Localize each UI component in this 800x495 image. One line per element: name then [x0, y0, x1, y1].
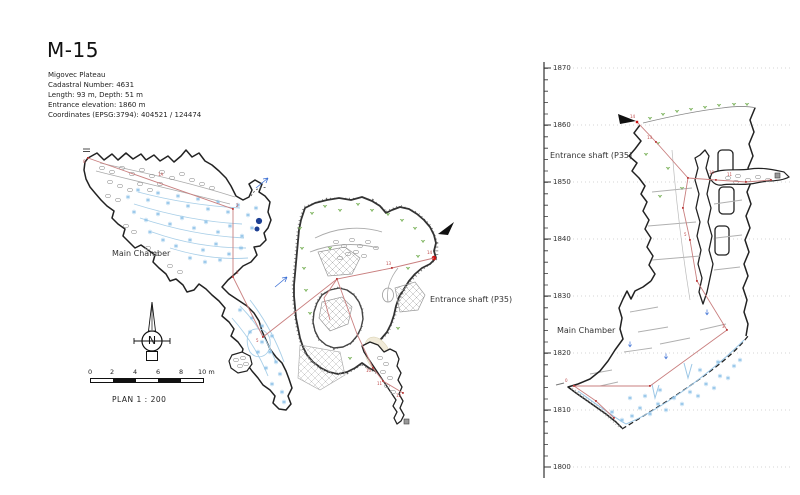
elevation-ledge-lines [589, 187, 743, 387]
elevation-continuation-box [774, 172, 781, 179]
chamber-inner-detail [95, 162, 236, 205]
axis-label-1800: 1800 [553, 463, 571, 471]
page-title: M-15 [47, 38, 99, 62]
datum-mark [83, 148, 90, 152]
scale-segment [135, 379, 159, 382]
elevation-entrance-arrow-icon [618, 114, 636, 124]
pit-oval-block [382, 287, 394, 303]
block-hatch-b [394, 281, 426, 313]
block-hatch-a [317, 246, 361, 277]
axis-label-1860: 1860 [553, 121, 571, 129]
chamber-tip-mark [555, 382, 565, 386]
elevation-gridlines [553, 67, 792, 468]
station-label: 3 [722, 324, 725, 329]
scale-segment [158, 379, 181, 382]
elevation-chamber-outline [567, 280, 652, 429]
side-alcove-outline [228, 351, 253, 374]
elevation-entrance-shaft-label: Entrance shaft (P35) [550, 151, 633, 160]
draught-arrows [255, 177, 288, 288]
station-label: 5 [256, 338, 259, 343]
shaft-window-3 [714, 225, 730, 256]
elevation-survey-stations [573, 120, 772, 419]
axis-label-1870: 1870 [553, 64, 571, 72]
station-label: 10 [709, 170, 715, 175]
axis-label-1840: 1840 [553, 235, 571, 243]
elevation-survey-lines [572, 121, 772, 419]
axis-label-1830: 1830 [553, 292, 571, 300]
metadata-coordinates: Coordinates (EPSG:3794): 404521 / 124474 [48, 111, 202, 119]
elevation-axis [543, 62, 792, 478]
scale-segment [113, 379, 136, 382]
sw-passage-outline [361, 341, 405, 425]
scale-segment [180, 379, 204, 382]
plan-view [83, 148, 454, 425]
axis-label-1820: 1820 [553, 349, 571, 357]
scale-bar [90, 378, 204, 383]
metadata-region: Migovec Plateau [48, 71, 106, 79]
elevation-main-chamber-label: Main Chamber [557, 326, 616, 335]
elevation-view [543, 62, 792, 478]
plan-scale-caption: PLAN 1 : 200 [112, 395, 167, 404]
survey-stations [87, 157, 404, 394]
metadata-length-depth: Length: 93 m, Depth: 51 m [48, 91, 143, 99]
shaft-window-2 [718, 186, 735, 215]
station-label: 0 [565, 378, 568, 383]
subpit-block-hatch [318, 296, 353, 332]
scale-tick-6: 6 [156, 368, 161, 376]
ice-dots [254, 217, 263, 232]
plan-entrance-shaft-label: Entrance shaft (P35) [430, 295, 513, 304]
main-chamber-outline [83, 149, 293, 411]
station-label: 12 [396, 393, 402, 398]
continuation-dashed [250, 186, 268, 197]
scale-tick-8: 8 [179, 368, 184, 376]
shaft-right-wall [742, 107, 756, 337]
station-label: 14 [630, 114, 636, 119]
pit-floor-hatch [297, 344, 346, 391]
metadata-entrance-elevation: Entrance elevation: 1860 m [48, 101, 146, 109]
station-label: 14 [427, 250, 433, 255]
station-label: 11 [377, 381, 383, 386]
shaft-midline [671, 149, 691, 301]
surface-line [642, 106, 757, 124]
shaft-left-wall [628, 124, 656, 282]
scale-tick-0: 0 [88, 368, 93, 376]
station-label: 13 [386, 261, 392, 266]
north-arrow [133, 301, 171, 361]
scale-tick-2: 2 [110, 368, 115, 376]
station-label: 1A [158, 172, 164, 177]
continuation-box [403, 418, 410, 425]
station-label: 3 [236, 270, 239, 275]
metadata-cadastral: Cadastral Number: 4631 [48, 81, 135, 89]
station-label: 0 [83, 159, 86, 164]
axis-label-1810: 1810 [553, 406, 571, 414]
station-label: 10 [366, 368, 372, 373]
shaft-pillar [694, 149, 714, 305]
station-label: 5 [684, 232, 687, 237]
station-label: 2 [236, 203, 239, 208]
scale-tick-10: 10 m [198, 368, 215, 376]
elevation-draught-marks [628, 309, 709, 360]
plan-main-chamber-label: Main Chamber [112, 249, 171, 258]
entrance-arrow-icon [438, 222, 454, 235]
scale-segment [91, 379, 114, 382]
axis-label-1850: 1850 [553, 178, 571, 186]
pit-ledge-lines [309, 227, 399, 303]
scale-tick-4: 4 [133, 368, 138, 376]
north-arrow-letter: N [147, 334, 157, 347]
station-label: 11 [727, 172, 733, 177]
station-label: 13 [647, 135, 653, 140]
